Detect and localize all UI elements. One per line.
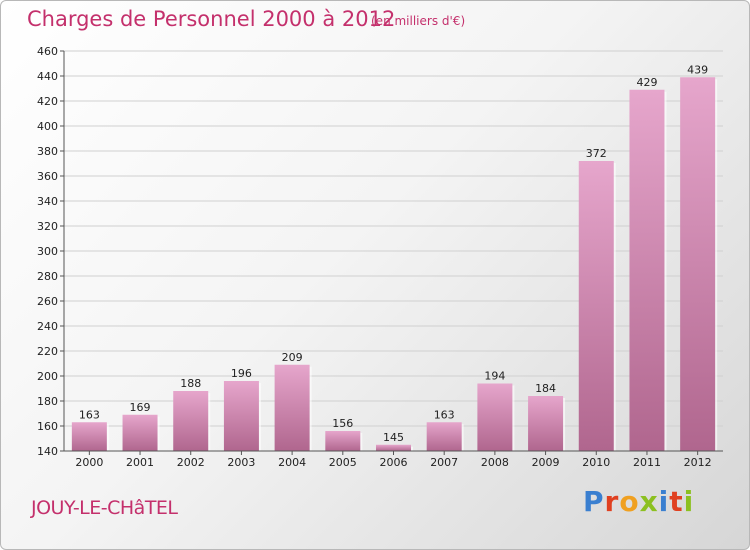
data-label-2003: 196 xyxy=(231,367,252,380)
bar-2003 xyxy=(223,381,259,451)
y-tick-label: 300 xyxy=(37,245,58,258)
chart-title: Charges de Personnel 2000 à 2012 xyxy=(27,7,396,31)
x-axis-ticks: 2000 2001 2002 2003 2004 2005 2006 2007 2008 2009… xyxy=(75,451,712,469)
x-tick-label-2011: 2011 xyxy=(633,456,661,469)
grid-lines xyxy=(64,50,723,452)
bar-2009 xyxy=(528,396,564,451)
logo-letter: P xyxy=(583,485,605,518)
y-tick-label: 360 xyxy=(37,170,58,183)
bar-2000 xyxy=(71,422,107,451)
x-tick-label-2010: 2010 xyxy=(582,456,610,469)
data-label-2001: 169 xyxy=(130,401,151,414)
y-tick-label: 400 xyxy=(37,120,58,133)
y-tick-label: 340 xyxy=(37,195,58,208)
bar-2008 xyxy=(477,383,513,451)
axes xyxy=(63,51,723,452)
chart-subtitle: (en milliers d'€) xyxy=(371,14,466,28)
commune-name: JOUY-LE-CHâTEL xyxy=(31,497,178,519)
y-tick-label: 260 xyxy=(37,295,58,308)
data-label-2004: 209 xyxy=(282,351,303,364)
data-label-2012: 439 xyxy=(687,63,708,76)
bar-2004 xyxy=(274,364,310,451)
y-tick-label: 420 xyxy=(37,95,58,108)
bar-2011 xyxy=(629,89,665,451)
x-tick-label-2003: 2003 xyxy=(227,456,255,469)
data-label-2005: 156 xyxy=(332,417,353,430)
data-label-2011: 429 xyxy=(636,76,657,89)
proxiti-logo: Proxiti xyxy=(583,485,694,518)
logo-letter: i xyxy=(658,485,670,518)
data-label-2006: 145 xyxy=(383,431,404,444)
data-label-2009: 184 xyxy=(535,382,556,395)
y-tick-label: 200 xyxy=(37,370,58,383)
data-label-2002: 188 xyxy=(180,377,201,390)
x-tick-label-2004: 2004 xyxy=(278,456,306,469)
data-label-2008: 194 xyxy=(484,370,505,383)
x-tick-label-2012: 2012 xyxy=(684,456,712,469)
y-tick-label: 180 xyxy=(37,395,58,408)
bar-2006 xyxy=(376,444,411,451)
logo-letter: t xyxy=(669,485,684,518)
y-tick-label: 320 xyxy=(37,220,58,233)
x-tick-label-2007: 2007 xyxy=(430,456,458,469)
y-tick-label: 440 xyxy=(37,70,58,83)
y-tick-label: 280 xyxy=(37,270,58,283)
data-label-2000: 163 xyxy=(79,408,100,421)
x-tick-label-2005: 2005 xyxy=(329,456,357,469)
bar-2005 xyxy=(325,431,361,451)
y-tick-label: 160 xyxy=(37,420,58,433)
logo-letter: r xyxy=(604,485,620,518)
y-tick-label: 140 xyxy=(37,445,58,458)
x-tick-label-2000: 2000 xyxy=(75,456,103,469)
x-tick-label-2001: 2001 xyxy=(126,456,154,469)
bars: 163 169 188 196 209 156 145 163 194 184 372 429 439 xyxy=(71,63,718,451)
bar-2012 xyxy=(680,77,716,451)
bar-2001 xyxy=(122,414,158,451)
bar-2007 xyxy=(426,422,462,451)
logo-letter: i xyxy=(683,485,695,518)
bar-2010 xyxy=(578,161,614,451)
y-axis-ticks: 140 160 180 200 220 240 260 280 300 320 340 360 380 4… xyxy=(37,45,64,458)
logo-letter: o xyxy=(619,485,640,518)
data-label-2007: 163 xyxy=(434,408,455,421)
y-tick-label: 460 xyxy=(37,45,58,58)
logo-letter: x xyxy=(639,485,659,518)
x-tick-label-2009: 2009 xyxy=(532,456,560,469)
y-tick-label: 220 xyxy=(37,345,58,358)
x-tick-label-2008: 2008 xyxy=(481,456,509,469)
y-tick-label: 240 xyxy=(37,320,58,333)
x-tick-label-2006: 2006 xyxy=(380,456,408,469)
x-tick-label-2002: 2002 xyxy=(177,456,205,469)
y-tick-label: 380 xyxy=(37,145,58,158)
bar-2002 xyxy=(173,391,209,451)
data-label-2010: 372 xyxy=(586,147,607,160)
